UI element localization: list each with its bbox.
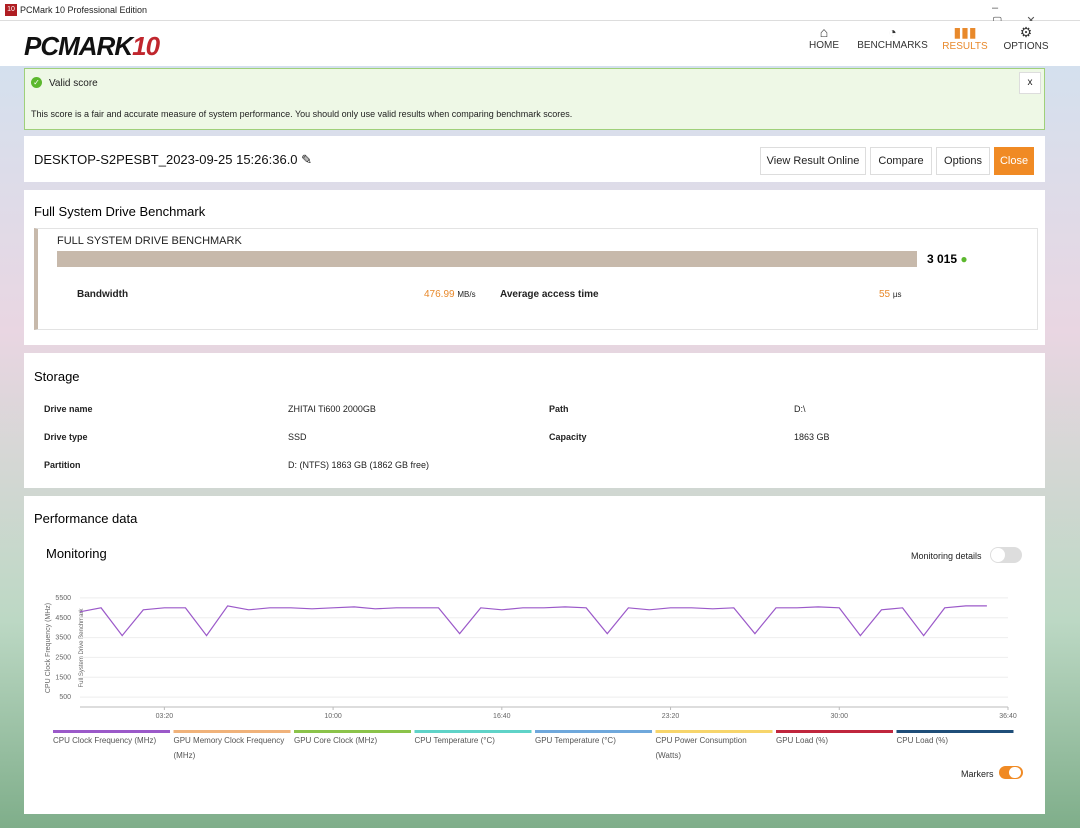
field-value: D:\ <box>794 404 806 414</box>
legend-label: GPU Memory Clock Frequency (MHz) <box>174 736 285 760</box>
header: PCMARK10 <box>0 21 1080 66</box>
y-tick-label: 3500 <box>55 635 71 642</box>
y-tick-label: 500 <box>59 694 71 701</box>
app-icon: 10 <box>5 4 17 16</box>
field-label: Drive name <box>44 404 93 414</box>
field-label: Partition <box>44 460 81 470</box>
metric-unit: MB/s <box>457 290 476 299</box>
legend-label: GPU Core Clock (MHz) <box>294 736 377 745</box>
metric-label: Average access time <box>500 289 599 300</box>
markers-toggle[interactable] <box>999 766 1023 779</box>
nav-options[interactable]: ⚙ OPTIONS <box>1003 24 1049 52</box>
logo-text: PCMARK <box>24 31 133 61</box>
notice-close[interactable]: x <box>1019 72 1041 94</box>
options-button[interactable]: Options <box>936 147 990 175</box>
field-value: SSD <box>288 432 307 442</box>
x-tick-label: 23:20 <box>662 713 680 720</box>
legend-swatch <box>776 730 893 733</box>
y-tick-label: 5500 <box>55 595 71 602</box>
view-online-button[interactable]: View Result Online <box>760 147 866 175</box>
series-line <box>79 605 987 637</box>
compare-button[interactable]: Compare <box>870 147 932 175</box>
notice-title: Valid score <box>49 78 98 89</box>
details-toggle[interactable] <box>990 547 1022 563</box>
x-tick-label: 16:40 <box>493 713 511 720</box>
logo: PCMARK10 <box>24 31 160 62</box>
result-name-text: DESKTOP-S2PESBT_2023-09-25 15:26:36.0 <box>34 152 298 167</box>
nav-label[interactable]: BENCHMARKS <box>857 40 928 51</box>
overlay-label: Full System Drive Benchmark <box>79 607 85 687</box>
logo-number: 10 <box>132 31 160 61</box>
details-toggle-label: Monitoring details <box>911 551 982 561</box>
benchmark-card: FULL SYSTEM DRIVE BENCHMARK 3 015 ● Band… <box>34 228 1038 330</box>
metric-number: 55 <box>879 289 891 300</box>
benchmark-name: FULL SYSTEM DRIVE BENCHMARK <box>57 235 242 247</box>
close-button[interactable]: Close <box>994 147 1034 175</box>
nav-label[interactable]: RESULTS <box>942 41 988 52</box>
check-icon: ✓ <box>31 77 42 88</box>
markers-toggle-label: Markers <box>961 769 994 779</box>
y-axis-label: CPU Clock Frequency (MHz) <box>45 603 52 693</box>
field-label: Path <box>549 404 569 414</box>
field-label: Drive type <box>44 432 88 442</box>
legend-label: GPU Load (%) <box>776 736 828 745</box>
field-value: D: (NTFS) 1863 GB (1862 GB free) <box>288 460 430 470</box>
score-value: 3 015 <box>927 252 958 266</box>
metric-unit: µs <box>892 290 902 299</box>
legend-swatch <box>896 730 1014 733</box>
y-tick-label: 4500 <box>55 615 71 622</box>
field-value: ZHITAI Ti600 2000GB <box>288 404 376 414</box>
field-value: 1863 GB <box>794 432 830 442</box>
storage-panel: Storage Drive name ZHITAI Ti600 2000GB P… <box>24 353 1045 488</box>
legend-label: CPU Clock Frequency (MHz) <box>53 736 156 745</box>
result-name: DESKTOP-S2PESBT_2023-09-25 15:26:36.0 ✎ <box>34 152 313 167</box>
legend-label: CPU Power Consumption (Watts) <box>656 736 747 760</box>
nav-home[interactable]: ⌂ HOME <box>809 24 839 51</box>
x-tick-label: 10:00 <box>324 713 342 720</box>
title-bar: 10 PCMark 10 Professional Edition –▢✕ <box>0 0 1080 27</box>
nav-label[interactable]: OPTIONS <box>1003 41 1049 52</box>
benchmark-heading: Full System Drive Benchmark <box>34 204 206 219</box>
notice-text: This score is a fair and accurate measur… <box>31 109 573 119</box>
nav-benchmarks[interactable]: ◔ BENCHMARKS <box>857 24 928 51</box>
monitoring-heading: Monitoring <box>46 546 107 561</box>
x-tick-label: 03:20 <box>156 713 174 720</box>
metric-value: 55 µs <box>879 289 902 300</box>
y-tick-label: 2500 <box>55 654 71 661</box>
legend-swatch <box>294 730 411 733</box>
legend-swatch <box>414 730 532 733</box>
legend-label: CPU Load (%) <box>897 736 949 745</box>
performance-panel: Performance data Monitoring Monitoring d… <box>24 496 1045 814</box>
nav-label[interactable]: HOME <box>809 40 839 51</box>
legend-swatch <box>535 730 652 733</box>
x-tick-label: 30:00 <box>831 713 849 720</box>
metric-number: 476.99 <box>424 289 455 300</box>
y-tick-label: 1500 <box>55 674 71 681</box>
score: 3 015 ● <box>927 252 968 266</box>
window-title: PCMark 10 Professional Edition <box>20 5 148 15</box>
legend-label: CPU Temperature (°C) <box>415 736 496 745</box>
score-bar <box>57 251 917 267</box>
x-tick-label: 36:40 <box>999 713 1017 720</box>
legend-swatch <box>173 730 291 733</box>
metric-label: Bandwidth <box>77 289 129 300</box>
metric-value: 476.99 MB/s <box>424 289 476 300</box>
legend-swatch <box>655 730 773 733</box>
valid-notice: ✓ Valid score This score is a fair and a… <box>24 68 1045 130</box>
performance-heading: Performance data <box>34 511 138 526</box>
nav-results[interactable]: ▮▮▮ RESULTS <box>942 24 988 52</box>
monitoring-chart: CPU Clock Frequency (MHz) Full System Dr… <box>45 595 1017 760</box>
field-label: Capacity <box>549 432 587 442</box>
benchmark-panel: Full System Drive Benchmark FULL SYSTEM … <box>24 190 1045 345</box>
legend-label: GPU Temperature (°C) <box>535 736 616 745</box>
storage-heading: Storage <box>34 369 80 384</box>
legend-swatch <box>53 730 170 733</box>
